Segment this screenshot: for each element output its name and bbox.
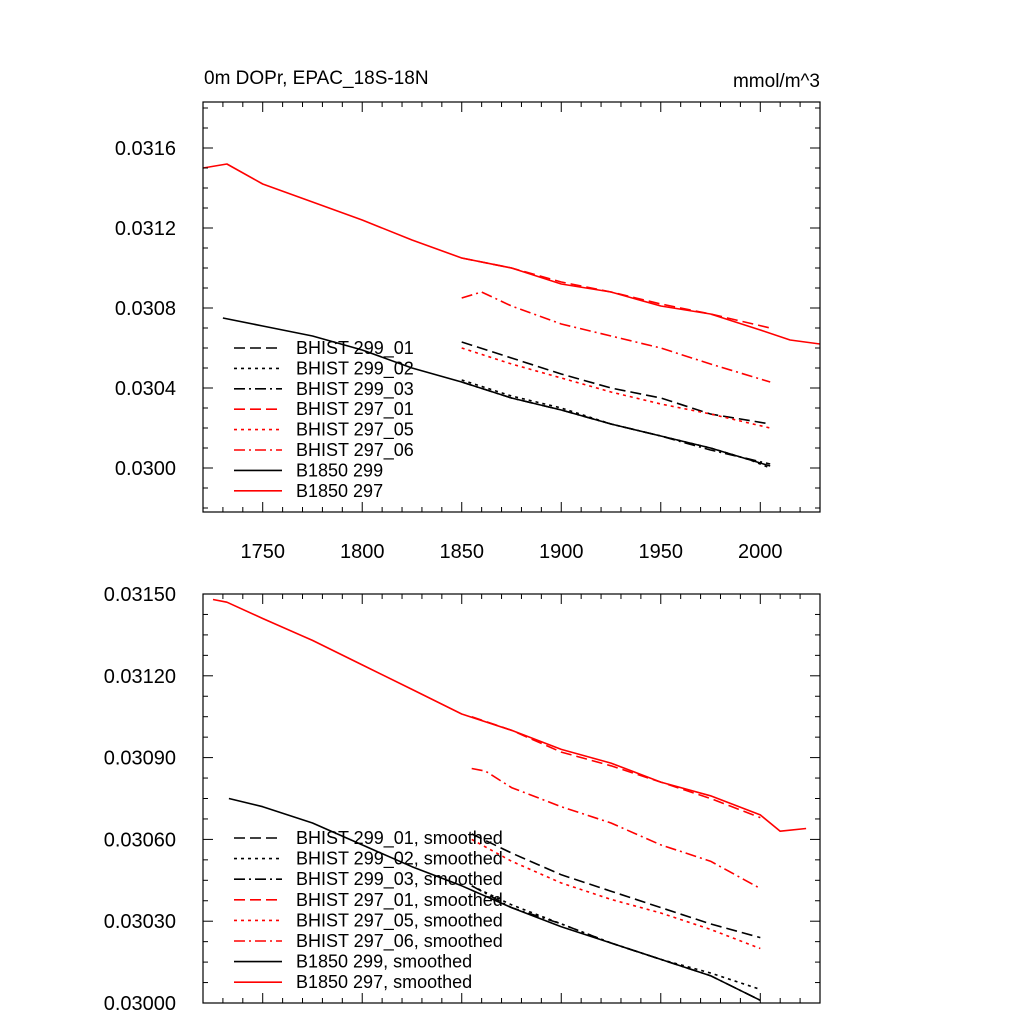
legend-label: B1850 297 bbox=[296, 481, 383, 501]
series-line-8 bbox=[212, 598, 807, 832]
y-tick-label: 0.03000 bbox=[104, 993, 176, 1015]
legend-label: B1850 297, smoothed bbox=[296, 972, 472, 992]
legend-label: BHIST 299_01, smoothed bbox=[296, 828, 503, 849]
y-tick-label: 0.0316 bbox=[115, 138, 176, 160]
x-tick-label: 1750 bbox=[240, 541, 285, 563]
series-line-3 bbox=[471, 885, 761, 1002]
x-tick-label: 1900 bbox=[539, 541, 584, 563]
legend-label: BHIST 297_06, smoothed bbox=[296, 931, 503, 952]
legend-label: B1850 299 bbox=[296, 460, 383, 480]
bottom-panel-series-lines bbox=[212, 598, 807, 1002]
y-tick-label: 0.0308 bbox=[115, 298, 176, 320]
legend-label: BHIST 297_05, smoothed bbox=[296, 910, 503, 931]
top-panel-title: 0m DOPr, EPAC_18S-18N bbox=[204, 68, 429, 89]
legend-label: BHIST 297_05 bbox=[296, 420, 414, 441]
legend-label: BHIST 297_01, smoothed bbox=[296, 890, 503, 911]
series-line-1 bbox=[471, 833, 761, 939]
legend-label: B1850 299, smoothed bbox=[296, 952, 472, 972]
series-line-5 bbox=[461, 347, 771, 429]
series-line-8 bbox=[203, 163, 820, 345]
y-tick-label: 0.03060 bbox=[104, 829, 176, 851]
bottom-panel: 0.03000 0.03030 0.03060 0.03090 0.03120 0.031… bbox=[104, 584, 821, 1015]
top-panel-series-lines bbox=[203, 163, 820, 469]
legend-label: BHIST 299_03, smoothed bbox=[296, 869, 503, 890]
legend-label: BHIST 297_06 bbox=[296, 440, 414, 461]
legend-label: BHIST 299_03 bbox=[296, 379, 414, 400]
top-panel-ticks: 1750 1800 1850 1900 1950 2000 0.0300 0.0304 0.03… bbox=[115, 102, 821, 563]
x-tick-label: 2000 bbox=[738, 541, 783, 563]
legend-label: BHIST 299_01 bbox=[296, 338, 414, 359]
x-tick-label: 1800 bbox=[340, 541, 385, 563]
y-tick-label: 0.0300 bbox=[115, 458, 176, 480]
y-tick-label: 0.0312 bbox=[115, 218, 176, 240]
x-tick-label: 1850 bbox=[439, 541, 484, 563]
series-line-1 bbox=[461, 341, 771, 425]
legend-label: BHIST 297_01 bbox=[296, 399, 414, 420]
series-line-5 bbox=[471, 838, 761, 950]
x-tick-label: 1950 bbox=[639, 541, 684, 563]
series-line-2 bbox=[461, 379, 771, 469]
series-line-6 bbox=[461, 291, 771, 383]
top-panel: 0m DOPr, EPAC_18S-18N mmol/m^3 1750 1800 1… bbox=[115, 68, 821, 563]
legend-label: BHIST 299_02, smoothed bbox=[296, 849, 503, 870]
bottom-panel-ticks: 0.03000 0.03030 0.03060 0.03090 0.03120 0.031… bbox=[104, 584, 821, 1015]
y-tick-label: 0.03120 bbox=[104, 666, 176, 688]
y-tick-label: 0.03030 bbox=[104, 911, 176, 933]
y-tick-label: 0.0304 bbox=[115, 378, 176, 400]
top-panel-units: mmol/m^3 bbox=[733, 71, 820, 92]
bottom-panel-frame bbox=[202, 593, 821, 1004]
y-tick-label: 0.03090 bbox=[104, 748, 176, 770]
y-tick-label: 0.03150 bbox=[104, 584, 176, 606]
top-panel-frame bbox=[202, 101, 821, 513]
series-line-6 bbox=[471, 767, 761, 890]
series-line-2 bbox=[471, 885, 761, 991]
series-line-7 bbox=[228, 797, 761, 1002]
legend-label: BHIST 299_02 bbox=[296, 358, 414, 379]
series-line-7 bbox=[222, 317, 771, 467]
